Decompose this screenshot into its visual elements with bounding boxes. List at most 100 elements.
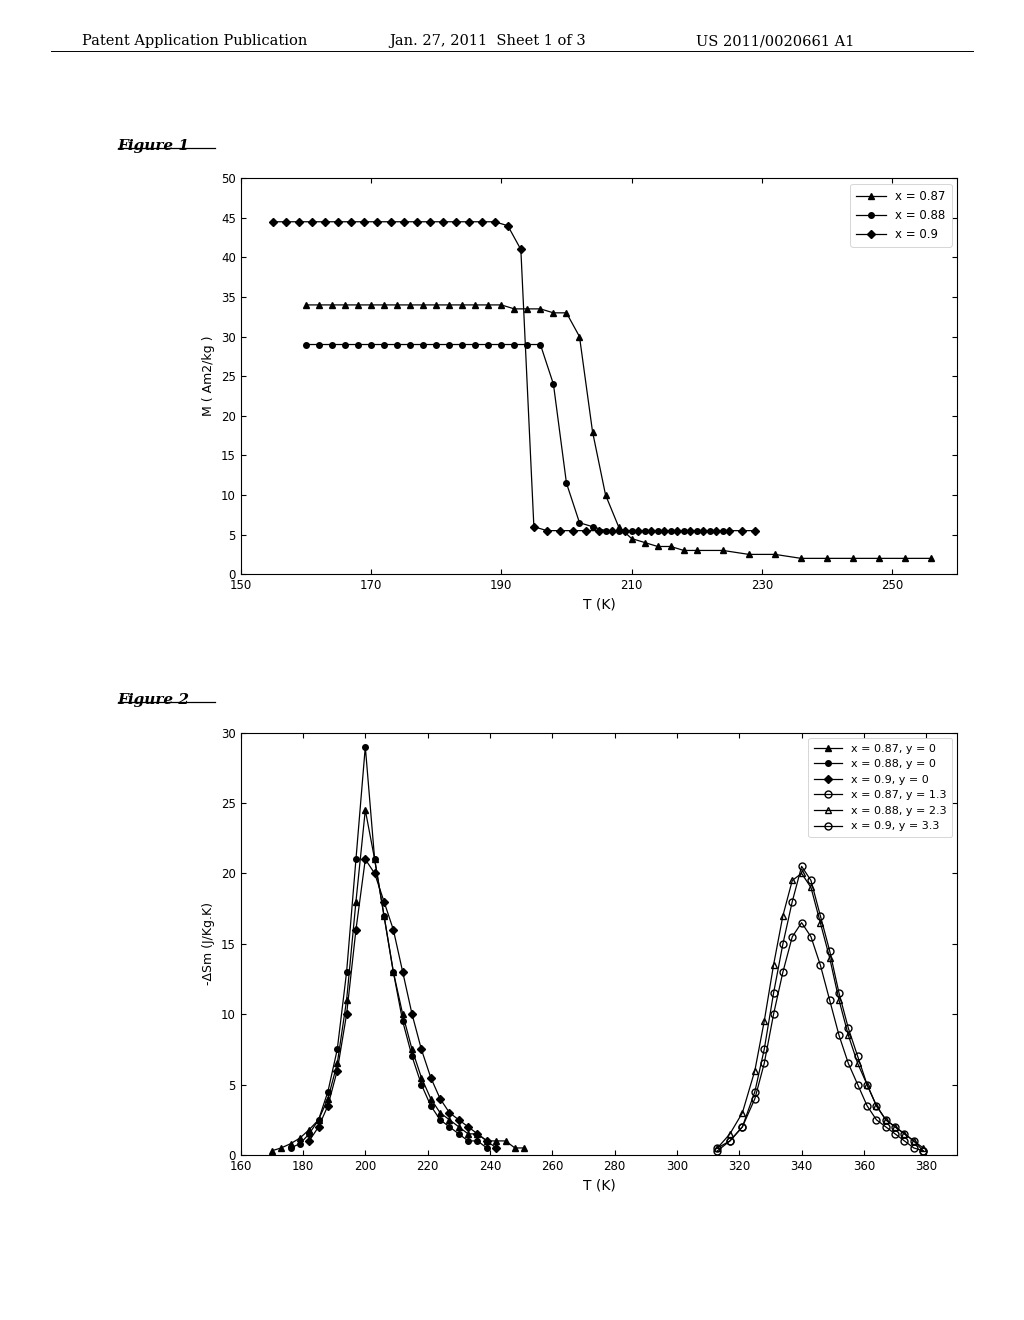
x = 0.88, y = 2.3 — [724, 1126, 736, 1142]
x = 0.9, y = 0 — [471, 1126, 483, 1142]
x = 0.88, y = 0 — [340, 964, 352, 979]
x = 0.9, y = 0 — [369, 866, 381, 882]
x = 0.88 — [639, 523, 651, 539]
x = 0.88, y = 2.3 — [861, 1077, 873, 1093]
x = 0.88 — [560, 475, 572, 491]
x = 0.87, y = 0 — [369, 851, 381, 867]
x = 0.87 — [626, 531, 638, 546]
Line: x = 0.88, y = 2.3: x = 0.88, y = 2.3 — [714, 870, 927, 1151]
x = 0.88, y = 0 — [378, 908, 390, 924]
x = 0.9 — [463, 214, 475, 230]
x = 0.87 — [443, 297, 456, 313]
x = 0.88, y = 2.3 — [889, 1119, 901, 1135]
x = 0.87, y = 0 — [265, 1143, 278, 1159]
x = 0.87 — [430, 297, 442, 313]
x = 0.9, y = 3.3 — [736, 1119, 749, 1135]
x = 0.9, y = 3.3 — [749, 1084, 761, 1100]
x = 0.9 — [527, 519, 540, 535]
x = 0.87, y = 0 — [378, 908, 390, 924]
x = 0.88 — [703, 523, 716, 539]
x = 0.87 — [365, 297, 377, 313]
x = 0.88, y = 2.3 — [749, 1063, 761, 1078]
x = 0.87 — [496, 297, 508, 313]
x = 0.9 — [397, 214, 410, 230]
x = 0.88 — [391, 337, 403, 352]
x = 0.9, y = 3.3 — [842, 1020, 854, 1036]
x = 0.9, y = 3.3 — [833, 985, 845, 1001]
x = 0.87 — [535, 301, 547, 317]
x = 0.9, y = 3.3 — [724, 1133, 736, 1148]
x = 0.87, y = 0 — [387, 964, 399, 979]
x = 0.9, y = 0 — [453, 1111, 465, 1127]
x = 0.87 — [469, 297, 481, 313]
x = 0.88 — [482, 337, 495, 352]
x = 0.88 — [665, 523, 677, 539]
Line: x = 0.87, y = 0: x = 0.87, y = 0 — [269, 808, 527, 1154]
x = 0.9 — [384, 214, 396, 230]
x = 0.87 — [821, 550, 834, 566]
x = 0.88 — [469, 337, 481, 352]
X-axis label: T (K): T (K) — [583, 598, 615, 611]
x = 0.88, y = 0 — [285, 1140, 297, 1156]
x = 0.87 — [482, 297, 495, 313]
x = 0.88 — [651, 523, 664, 539]
x = 0.9 — [345, 214, 357, 230]
x = 0.9, y = 3.3 — [918, 1143, 930, 1159]
x = 0.9, y = 0 — [396, 964, 409, 979]
x = 0.9 — [697, 523, 710, 539]
x = 0.9, y = 0 — [322, 1098, 334, 1114]
x = 0.87 — [717, 543, 729, 558]
x = 0.9, y = 0 — [462, 1119, 474, 1135]
x = 0.87, y = 0 — [500, 1133, 512, 1148]
x = 0.9, y = 3.3 — [852, 1048, 864, 1064]
x = 0.9 — [450, 214, 462, 230]
X-axis label: T (K): T (K) — [583, 1179, 615, 1192]
x = 0.88, y = 2.3 — [814, 915, 826, 931]
x = 0.88 — [443, 337, 456, 352]
x = 0.9 — [593, 523, 605, 539]
x = 0.9 — [684, 523, 696, 539]
x = 0.88, y = 2.3 — [918, 1140, 930, 1156]
x = 0.87, y = 1.3 — [852, 1077, 864, 1093]
Line: x = 0.88, y = 0: x = 0.88, y = 0 — [288, 744, 489, 1151]
x = 0.87, y = 0 — [294, 1130, 306, 1146]
x = 0.9 — [736, 523, 749, 539]
x = 0.9 — [711, 523, 723, 539]
x = 0.87, y = 0 — [312, 1111, 325, 1127]
x = 0.87, y = 0 — [331, 1056, 343, 1072]
x = 0.87 — [599, 487, 611, 503]
Line: x = 0.87, y = 1.3: x = 0.87, y = 1.3 — [714, 919, 927, 1154]
x = 0.9 — [554, 523, 566, 539]
x = 0.87, y = 1.3 — [918, 1143, 930, 1159]
x = 0.9 — [618, 523, 631, 539]
x = 0.88 — [326, 337, 338, 352]
Text: Figure 2: Figure 2 — [118, 693, 189, 708]
x = 0.87 — [312, 297, 325, 313]
x = 0.88, y = 0 — [434, 1111, 446, 1127]
x = 0.88 — [573, 515, 586, 531]
x = 0.88 — [456, 337, 468, 352]
Line: x = 0.88: x = 0.88 — [303, 342, 726, 533]
x = 0.9, y = 0 — [425, 1069, 437, 1085]
x = 0.9 — [306, 214, 318, 230]
x = 0.87, y = 0 — [453, 1119, 465, 1135]
x = 0.87, y = 1.3 — [767, 1006, 779, 1022]
x = 0.9, y = 0 — [480, 1133, 493, 1148]
x = 0.87, y = 0 — [396, 1006, 409, 1022]
x = 0.9 — [645, 523, 657, 539]
x = 0.9, y = 0 — [443, 1105, 456, 1121]
x = 0.88 — [430, 337, 442, 352]
x = 0.87, y = 0 — [322, 1090, 334, 1106]
x = 0.9, y = 3.3 — [898, 1126, 910, 1142]
x = 0.87, y = 0 — [462, 1126, 474, 1142]
x = 0.87 — [560, 305, 572, 321]
x = 0.87, y = 1.3 — [861, 1098, 873, 1114]
x = 0.88 — [717, 523, 729, 539]
x = 0.87 — [417, 297, 429, 313]
x = 0.88, y = 0 — [471, 1133, 483, 1148]
x = 0.87, y = 1.3 — [777, 964, 790, 979]
x = 0.9, y = 0 — [350, 921, 362, 937]
x = 0.88 — [365, 337, 377, 352]
x = 0.9 — [580, 523, 592, 539]
x = 0.88, y = 2.3 — [777, 908, 790, 924]
